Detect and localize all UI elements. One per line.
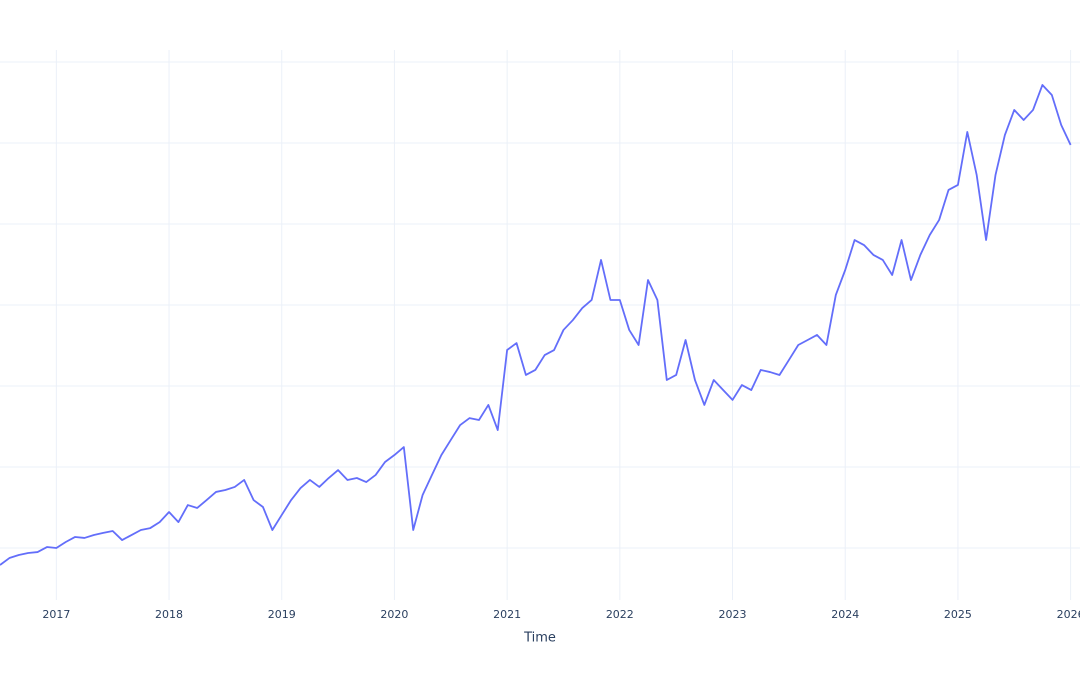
x-tick-label: 2019 — [268, 608, 296, 621]
x-tick-label: 2020 — [380, 608, 408, 621]
x-tick-label: 2018 — [155, 608, 183, 621]
x-tick-label: 2022 — [606, 608, 634, 621]
grid — [0, 50, 1080, 600]
x-tick-label: 2017 — [42, 608, 70, 621]
x-axis-title: Time — [523, 631, 556, 646]
x-tick-label: 2024 — [831, 608, 859, 621]
x-tick-label: 2021 — [493, 608, 521, 621]
data-line — [0, 84, 1072, 566]
x-tick-label: 2026 — [1057, 608, 1080, 621]
x-tick-label: 2023 — [719, 608, 747, 621]
x-tick-label: 2025 — [944, 608, 972, 621]
